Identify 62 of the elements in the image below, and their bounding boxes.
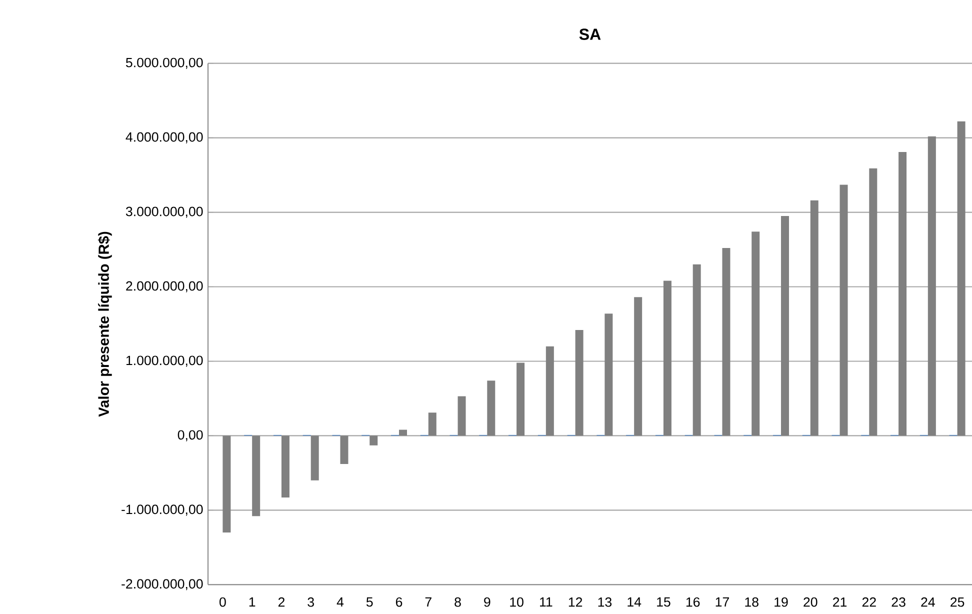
bar (957, 121, 966, 436)
x-tick-label: 13 (598, 597, 612, 607)
bar (810, 200, 818, 436)
x-tick-label: 9 (484, 597, 490, 607)
x-tick-label: 5 (366, 597, 373, 607)
bar (281, 436, 290, 498)
bar (340, 436, 348, 464)
y-tick-label: -1.000.000,00 (122, 504, 203, 516)
bar (604, 314, 613, 436)
bar (840, 184, 848, 436)
y-tick-label: 1.000.000,00 (126, 356, 203, 367)
x-tick-label: 6 (396, 597, 402, 607)
x-tick-label: 17 (716, 597, 729, 607)
bar (546, 346, 554, 436)
x-tick-label: 1 (249, 597, 256, 607)
bar (780, 216, 789, 436)
x-tick-label: 4 (336, 597, 344, 607)
y-tick-label: 3.000.000,00 (126, 206, 203, 218)
bar (487, 380, 496, 436)
bar (310, 436, 319, 480)
x-tick-label: 15 (657, 597, 670, 607)
bar (928, 136, 936, 436)
x-tick-label: 14 (628, 597, 642, 607)
x-tick-label: 11 (540, 597, 552, 607)
x-tick-label: 18 (745, 597, 758, 607)
x-tick-label: 0 (220, 597, 226, 607)
x-tick-label: 25 (950, 597, 964, 607)
bar (252, 436, 260, 516)
x-tick-label: 16 (686, 597, 700, 607)
x-tick-label: 23 (892, 597, 906, 607)
y-tick-label: 2.000.000,00 (126, 281, 203, 292)
bar (399, 430, 408, 436)
bar (575, 330, 584, 436)
y-tick-label: 4.000.000,00 (126, 132, 203, 144)
x-tick-label: 12 (568, 597, 582, 607)
y-axis-title: Valor presente líquido (R$) (98, 232, 112, 417)
y-tick-label: 5.000.000,00 (126, 58, 203, 69)
bar (722, 248, 730, 436)
bar (222, 436, 231, 533)
x-tick-label: 24 (921, 597, 935, 607)
bar (692, 264, 701, 436)
x-tick-label: 19 (774, 597, 788, 607)
bar (663, 280, 672, 436)
bar (428, 412, 436, 436)
x-tick-label: 21 (833, 597, 847, 607)
x-tick-label: 2 (278, 597, 285, 607)
bar (869, 168, 878, 436)
chart-title: SA (579, 28, 601, 40)
bar (634, 297, 642, 436)
x-tick-label: 3 (308, 597, 314, 607)
bar (516, 362, 525, 436)
bar (898, 152, 907, 436)
x-tick-label: 20 (804, 597, 818, 607)
x-tick-label: 8 (454, 597, 461, 607)
x-tick-label: 10 (510, 597, 524, 607)
bar (458, 396, 466, 436)
bar (370, 436, 378, 446)
y-tick-label: -2.000.000,00 (122, 579, 203, 590)
bar (752, 232, 760, 436)
x-tick-label: 7 (425, 597, 432, 607)
y-tick-label: 0,00 (178, 430, 203, 442)
x-tick-label: 22 (862, 597, 876, 607)
